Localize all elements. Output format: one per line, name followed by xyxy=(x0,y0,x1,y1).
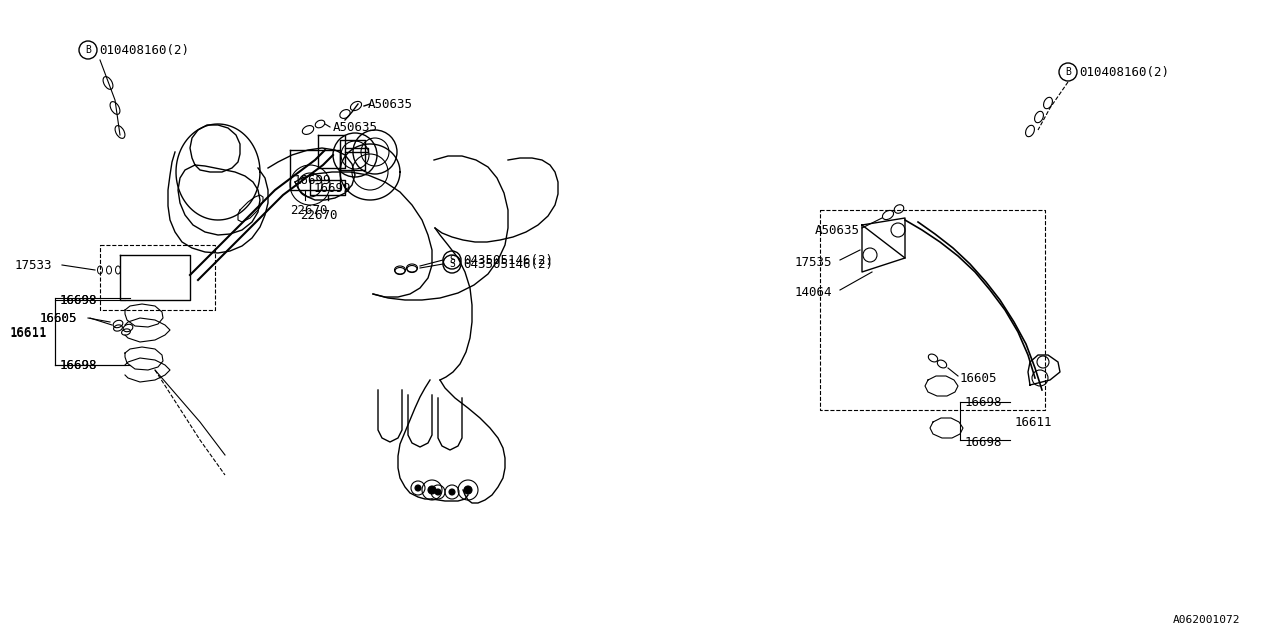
Text: 16699: 16699 xyxy=(314,182,352,195)
Circle shape xyxy=(415,485,421,491)
Text: 17533: 17533 xyxy=(15,259,52,271)
Text: 16611: 16611 xyxy=(1015,415,1052,429)
Text: 010408160(2): 010408160(2) xyxy=(99,44,189,56)
Text: 22670: 22670 xyxy=(291,204,328,216)
Text: 16699: 16699 xyxy=(294,173,332,186)
Text: 010408160(2): 010408160(2) xyxy=(1079,65,1169,79)
Text: 043505146(2): 043505146(2) xyxy=(463,257,553,271)
Text: A50635: A50635 xyxy=(333,120,378,134)
Text: 16605: 16605 xyxy=(40,312,78,324)
Text: 16698: 16698 xyxy=(60,294,97,307)
Text: B: B xyxy=(84,45,91,55)
Text: 14064: 14064 xyxy=(795,285,832,298)
Text: A062001072: A062001072 xyxy=(1172,615,1240,625)
Circle shape xyxy=(449,489,454,495)
Text: 16698: 16698 xyxy=(965,396,1002,408)
Text: 16611: 16611 xyxy=(10,326,47,339)
Text: 16698: 16698 xyxy=(60,358,97,371)
Text: S: S xyxy=(449,259,454,269)
Text: 16611: 16611 xyxy=(10,326,47,339)
Text: 043505146(2): 043505146(2) xyxy=(463,253,553,266)
Circle shape xyxy=(465,486,472,494)
Text: A50635: A50635 xyxy=(369,97,413,111)
Circle shape xyxy=(435,489,442,495)
Text: 16698: 16698 xyxy=(60,358,97,371)
Text: S: S xyxy=(449,255,454,265)
Text: 16698: 16698 xyxy=(60,294,97,307)
Text: 16605: 16605 xyxy=(960,371,997,385)
Text: 17535: 17535 xyxy=(795,255,832,269)
Circle shape xyxy=(428,486,436,494)
Text: A50635: A50635 xyxy=(815,223,860,237)
Text: 16698: 16698 xyxy=(965,435,1002,449)
Text: B: B xyxy=(1065,67,1071,77)
Text: 16605: 16605 xyxy=(40,312,78,324)
Text: 22670: 22670 xyxy=(300,209,338,221)
